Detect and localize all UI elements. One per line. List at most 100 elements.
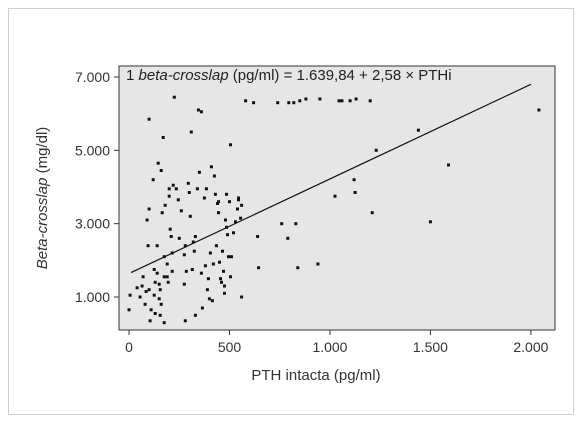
data-point: [147, 288, 151, 292]
data-point: [159, 302, 163, 306]
data-point: [165, 262, 169, 266]
data-point: [257, 266, 261, 270]
data-point: [179, 209, 183, 213]
data-point: [135, 286, 139, 290]
data-point: [151, 178, 155, 182]
data-point: [216, 202, 219, 205]
data-point: [212, 174, 216, 178]
data-point: [140, 284, 144, 288]
points-layer: [127, 95, 541, 325]
data-point: [219, 277, 222, 281]
data-point: [174, 187, 178, 191]
data-point: [240, 203, 244, 207]
regression-line: [130, 83, 532, 274]
data-point: [229, 275, 232, 279]
chart-frame: 1 beta-crosslap (pg/ml) = 1.639,84 + 2,5…: [8, 8, 574, 415]
data-point: [374, 148, 378, 152]
data-point: [166, 280, 170, 284]
data-point: [252, 101, 256, 105]
y-axis-title-unit: (mg/dl): [34, 127, 51, 178]
data-point: [286, 236, 290, 240]
data-point: [280, 222, 284, 226]
data-point: [138, 295, 142, 299]
data-point: [304, 97, 308, 101]
data-point: [227, 255, 230, 259]
data-point: [183, 319, 187, 323]
data-point: [217, 211, 220, 215]
data-point: [537, 108, 541, 112]
data-point: [236, 207, 239, 211]
data-point: [368, 99, 372, 103]
data-point: [316, 262, 320, 266]
data-point: [145, 218, 149, 222]
data-point: [141, 275, 145, 279]
x-tick-label: 1.500: [413, 339, 448, 355]
data-point: [167, 187, 171, 191]
x-tick-label: 1.000: [312, 339, 347, 355]
data-point: [230, 255, 233, 259]
data-point: [354, 97, 358, 101]
data-point: [352, 178, 356, 182]
data-point: [205, 288, 209, 292]
data-point: [196, 108, 200, 112]
data-point: [182, 253, 186, 257]
data-point: [211, 262, 215, 266]
data-point: [147, 207, 151, 211]
data-point: [202, 196, 206, 200]
data-point: [223, 291, 226, 295]
data-point: [214, 244, 218, 248]
data-point: [158, 313, 162, 317]
data-point: [159, 169, 163, 172]
data-point: [318, 97, 322, 101]
data-point: [225, 192, 228, 196]
data-point: [149, 308, 153, 312]
data-point: [171, 183, 175, 187]
data-point: [177, 236, 181, 240]
data-point: [226, 233, 229, 237]
data-point: [204, 187, 208, 191]
data-point: [197, 170, 201, 174]
data-point: [187, 191, 191, 194]
data-point: [199, 110, 203, 114]
data-point: [190, 268, 194, 271]
data-point: [155, 244, 159, 248]
data-point: [337, 99, 341, 103]
data-point: [160, 211, 164, 215]
data-point: [209, 165, 213, 169]
data-point: [239, 216, 243, 220]
data-point: [157, 282, 161, 286]
x-tick-label: 500: [218, 339, 242, 355]
data-point: [234, 220, 237, 224]
plot-area: [118, 65, 556, 331]
data-point: [333, 194, 337, 198]
data-point: [165, 275, 169, 279]
data-point: [228, 200, 231, 204]
x-axis: 0 500 1.000 1.500 2.000: [125, 330, 549, 355]
y-axis-title: Beta-crosslap (mg/dl): [34, 127, 51, 270]
data-point: [244, 99, 248, 103]
data-point: [193, 235, 197, 238]
data-point: [416, 128, 420, 132]
data-point: [223, 284, 226, 288]
data-point: [200, 306, 204, 310]
data-point: [188, 214, 192, 218]
data-point: [237, 198, 240, 202]
equation-italic: beta-crosslap: [139, 67, 229, 84]
data-point: [348, 99, 352, 103]
data-point: [153, 280, 157, 284]
data-point: [217, 200, 220, 204]
data-point: [189, 130, 193, 134]
data-point: [256, 235, 260, 238]
data-point: [176, 198, 180, 202]
data-point: [183, 244, 187, 248]
data-point: [158, 288, 162, 292]
data-point: [237, 196, 240, 200]
x-axis-title: PTH intacta (pg/ml): [251, 367, 380, 384]
y-tick-label: 3.000: [75, 216, 110, 232]
data-point: [191, 240, 195, 244]
data-point: [128, 293, 132, 297]
y-tick-label: 5.000: [75, 142, 110, 158]
data-point: [296, 266, 300, 270]
data-point: [163, 203, 167, 207]
data-point: [143, 302, 147, 306]
